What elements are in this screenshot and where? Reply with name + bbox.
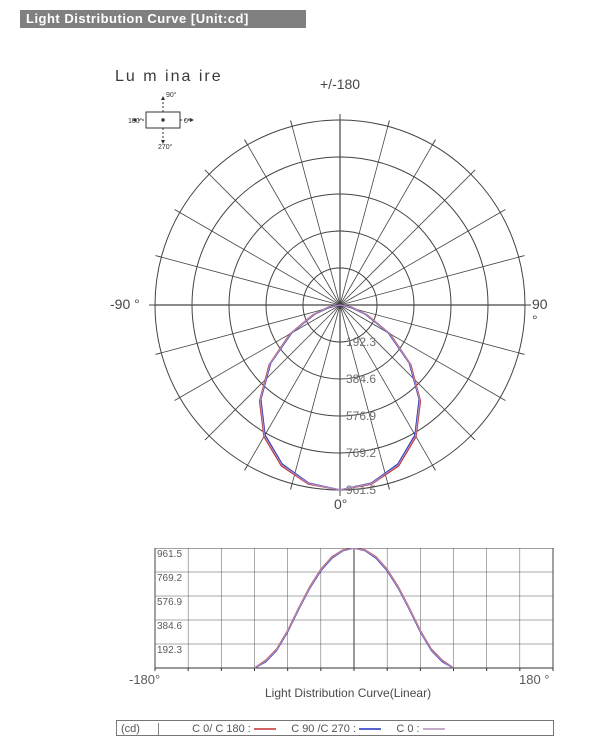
- linear-ytick-label: 769.2: [157, 573, 182, 584]
- polar-ring-label: 384.6: [346, 372, 376, 386]
- section-header-text: Light Distribution Curve [Unit:cd]: [26, 11, 249, 26]
- legend-item-2-sample: [423, 725, 445, 733]
- legend-cd: (cd): [121, 723, 140, 735]
- linear-chart-svg: 192.3 384.6 576.9 769.2 961.5: [115, 548, 555, 673]
- polar-ring-label: 192.3: [346, 335, 376, 349]
- legend-item-1-sample: [359, 725, 381, 733]
- polar-angle-left: -90 °: [110, 296, 140, 312]
- linear-ytick-label: 961.5: [157, 549, 182, 560]
- legend-item-0-label: C 0/ C 180 :: [192, 723, 251, 735]
- legend-item-1-label: C 90 /C 270 :: [291, 723, 356, 735]
- polar-ring-label: 576.9: [346, 409, 376, 423]
- linear-ytick-label: 384.6: [157, 621, 182, 632]
- legend-item-0-sample: [254, 725, 276, 733]
- polar-ring-label: 769.2: [346, 446, 376, 460]
- polar-angle-top: +/-180: [320, 76, 360, 92]
- linear-chart-title: Light Distribution Curve(Linear): [265, 686, 431, 700]
- linear-xlabel-left: -180°: [129, 672, 160, 687]
- polar-chart: 192.3384.6576.9769.2961.5 +/-180 90 ° -9…: [140, 80, 540, 520]
- linear-ytick-label: 192.3: [157, 645, 182, 656]
- page-root: Light Distribution Curve [Unit:cd] Lu m …: [0, 0, 596, 741]
- legend-item-2-label: C 0 :: [396, 723, 419, 735]
- polar-angle-bottom: 0°: [334, 496, 347, 512]
- legend-vbar: [143, 723, 159, 735]
- linear-chart: 192.3 384.6 576.9 769.2 961.5 -180° 180 ° Li…: [115, 548, 555, 708]
- section-header: Light Distribution Curve [Unit:cd]: [20, 10, 306, 28]
- polar-chart-svg: 192.3384.6576.9769.2961.5: [140, 80, 540, 520]
- linear-xlabel-right: 180 °: [519, 672, 550, 687]
- polar-angle-right: 90 °: [532, 296, 548, 328]
- legend-box: (cd) C 0/ C 180 : C 90 /C 270 : C 0 :: [116, 720, 554, 736]
- linear-ytick-label: 576.9: [157, 597, 182, 608]
